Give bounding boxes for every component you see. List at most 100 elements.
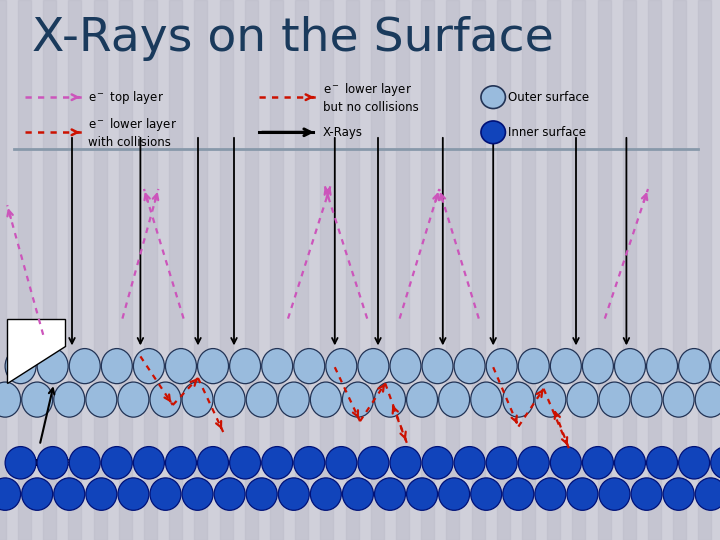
Ellipse shape <box>310 382 341 417</box>
Ellipse shape <box>343 478 374 510</box>
Ellipse shape <box>197 447 228 479</box>
Ellipse shape <box>5 349 36 383</box>
Bar <box>18 0 31 540</box>
Bar <box>169 0 182 540</box>
Ellipse shape <box>294 447 325 479</box>
Ellipse shape <box>567 382 598 417</box>
Ellipse shape <box>486 349 517 383</box>
Bar <box>421 0 434 540</box>
Text: X-Rays on the Surface: X-Rays on the Surface <box>32 16 554 61</box>
Ellipse shape <box>86 478 117 510</box>
Ellipse shape <box>0 382 21 417</box>
Bar <box>295 0 308 540</box>
Ellipse shape <box>550 447 581 479</box>
Bar <box>220 0 233 540</box>
Ellipse shape <box>261 447 292 479</box>
Ellipse shape <box>374 382 405 417</box>
Text: Inner surface: Inner surface <box>508 126 585 139</box>
Ellipse shape <box>118 382 149 417</box>
Ellipse shape <box>567 478 598 510</box>
Ellipse shape <box>214 382 245 417</box>
Ellipse shape <box>438 382 469 417</box>
Ellipse shape <box>518 447 549 479</box>
Ellipse shape <box>631 382 662 417</box>
Ellipse shape <box>246 382 277 417</box>
Ellipse shape <box>679 447 710 479</box>
Ellipse shape <box>150 478 181 510</box>
Ellipse shape <box>54 382 85 417</box>
Bar <box>446 0 459 540</box>
Ellipse shape <box>647 349 678 383</box>
Ellipse shape <box>631 478 662 510</box>
Ellipse shape <box>69 349 100 383</box>
Bar <box>623 0 636 540</box>
Bar <box>673 0 686 540</box>
Ellipse shape <box>481 121 505 144</box>
Ellipse shape <box>503 478 534 510</box>
Ellipse shape <box>22 382 53 417</box>
Ellipse shape <box>486 447 517 479</box>
Text: Atoms layers: Atoms layers <box>14 456 100 469</box>
Ellipse shape <box>182 382 213 417</box>
Bar <box>547 0 560 540</box>
Ellipse shape <box>37 447 68 479</box>
Ellipse shape <box>663 478 694 510</box>
Bar <box>194 0 207 540</box>
Ellipse shape <box>535 382 566 417</box>
Ellipse shape <box>279 478 310 510</box>
Polygon shape <box>7 319 65 383</box>
Ellipse shape <box>133 349 164 383</box>
Ellipse shape <box>0 478 21 510</box>
Ellipse shape <box>326 349 357 383</box>
Ellipse shape <box>374 478 405 510</box>
Ellipse shape <box>481 86 505 109</box>
Bar <box>522 0 535 540</box>
Ellipse shape <box>696 478 720 510</box>
Ellipse shape <box>422 447 453 479</box>
Ellipse shape <box>343 382 374 417</box>
Ellipse shape <box>358 447 389 479</box>
Ellipse shape <box>102 349 132 383</box>
Ellipse shape <box>279 382 310 417</box>
Ellipse shape <box>614 447 645 479</box>
Ellipse shape <box>471 382 502 417</box>
Ellipse shape <box>22 478 53 510</box>
Ellipse shape <box>471 478 502 510</box>
Bar <box>119 0 132 540</box>
Ellipse shape <box>711 447 720 479</box>
Ellipse shape <box>535 478 566 510</box>
Bar <box>572 0 585 540</box>
Bar <box>0 0 6 540</box>
Bar <box>245 0 258 540</box>
Text: e$^-$ lower layer
but no collisions: e$^-$ lower layer but no collisions <box>323 80 418 114</box>
Bar <box>43 0 56 540</box>
Ellipse shape <box>599 478 630 510</box>
Ellipse shape <box>310 478 341 510</box>
Bar <box>320 0 333 540</box>
Ellipse shape <box>390 349 421 383</box>
Ellipse shape <box>599 382 630 417</box>
Ellipse shape <box>358 349 389 383</box>
Bar <box>94 0 107 540</box>
Text: X-Rays: X-Rays <box>323 126 363 139</box>
Ellipse shape <box>166 349 197 383</box>
Ellipse shape <box>166 447 197 479</box>
Ellipse shape <box>407 478 438 510</box>
Ellipse shape <box>422 349 453 383</box>
Ellipse shape <box>550 349 581 383</box>
Ellipse shape <box>696 382 720 417</box>
Ellipse shape <box>197 349 228 383</box>
Ellipse shape <box>246 478 277 510</box>
Ellipse shape <box>438 478 469 510</box>
Ellipse shape <box>454 349 485 383</box>
Ellipse shape <box>503 382 534 417</box>
Ellipse shape <box>326 447 357 479</box>
Ellipse shape <box>214 478 245 510</box>
Ellipse shape <box>230 349 261 383</box>
Bar <box>598 0 611 540</box>
Ellipse shape <box>454 447 485 479</box>
Bar <box>68 0 81 540</box>
Bar <box>371 0 384 540</box>
Ellipse shape <box>133 447 164 479</box>
Ellipse shape <box>582 349 613 383</box>
